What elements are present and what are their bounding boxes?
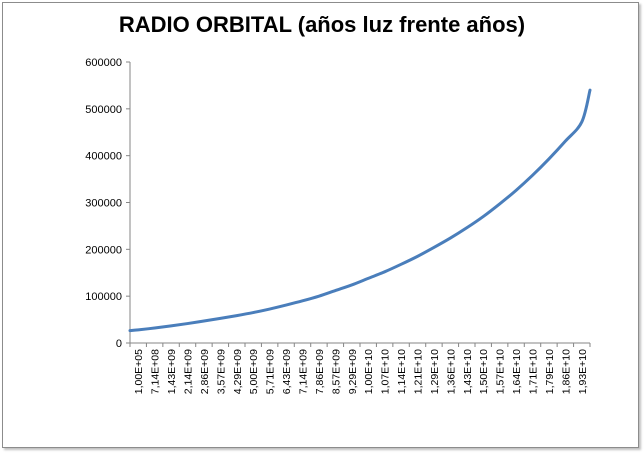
x-tick-label: 1,14E+10 xyxy=(396,349,408,394)
x-tick-label: 1,21E+10 xyxy=(413,349,425,394)
chart-frame xyxy=(2,2,639,448)
x-tick-label: 2,14E+09 xyxy=(183,349,195,394)
x-tick-label: 1,07E+10 xyxy=(380,349,392,394)
x-tick-label: 8,57E+09 xyxy=(330,349,342,394)
x-tick-label: 7,14E+08 xyxy=(150,349,162,394)
y-tick-label: 500000 xyxy=(85,104,122,116)
x-tick-label: 1,79E+10 xyxy=(544,349,556,394)
x-tick-label: 7,14E+09 xyxy=(298,349,310,394)
series-line xyxy=(128,88,592,333)
x-tick-label: 2,86E+09 xyxy=(199,349,211,394)
x-tick-label: 1,71E+10 xyxy=(528,349,540,394)
y-tick-label: 400000 xyxy=(85,151,122,163)
x-tick-label: 1,00E+10 xyxy=(363,349,375,394)
y-tick-label: 300000 xyxy=(85,198,122,210)
y-tick-label: 0 xyxy=(116,338,122,350)
x-tick-label: 1,64E+10 xyxy=(511,349,523,394)
x-tick-label: 6,43E+09 xyxy=(281,349,293,394)
chart-title: RADIO ORBITAL (años luz frente años) xyxy=(118,12,526,37)
x-tick-label: 7,86E+09 xyxy=(314,349,326,394)
x-tick-label: 1,57E+10 xyxy=(495,349,507,394)
x-tick-label: 1,43E+10 xyxy=(462,349,474,394)
x-tick-label: 5,00E+09 xyxy=(248,349,260,394)
x-tick-label: 4,29E+09 xyxy=(232,349,244,394)
y-tick-label: 600000 xyxy=(85,57,122,69)
x-tick-label: 1,86E+10 xyxy=(560,349,572,394)
x-tick-label: 1,36E+10 xyxy=(445,349,457,394)
x-tick-label: 1,50E+10 xyxy=(478,349,490,394)
y-tick-label: 100000 xyxy=(85,291,122,303)
x-tick-label: 5,71E+09 xyxy=(265,349,277,394)
x-tick-label: 3,57E+09 xyxy=(215,349,227,394)
x-tick-label: 1,29E+10 xyxy=(429,349,441,394)
x-tick-label: 9,29E+09 xyxy=(347,349,359,394)
y-tick-label: 200000 xyxy=(85,244,122,256)
x-tick-label: 1,00E+05 xyxy=(133,349,145,394)
x-tick-label: 1,93E+10 xyxy=(577,349,589,394)
x-tick-label: 1,43E+09 xyxy=(166,349,178,394)
